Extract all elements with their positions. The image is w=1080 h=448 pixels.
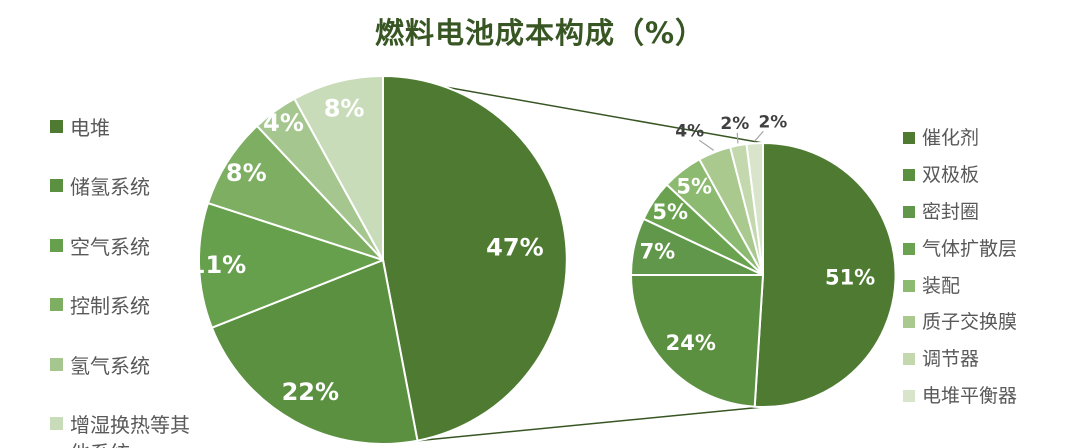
- leader-line: [698, 139, 715, 151]
- pie-slice-label: 47%: [486, 234, 543, 262]
- pie-slice-label: 5%: [652, 200, 688, 224]
- legend-marker: [903, 205, 915, 218]
- legend-marker: [903, 353, 915, 366]
- pie-slice-label: 8%: [324, 95, 365, 123]
- pie-slice-label: 5%: [676, 174, 712, 198]
- legend-label: 电堆: [70, 116, 110, 140]
- pie-slice-label: 2%: [758, 112, 787, 132]
- legend-left: 电堆储氢系统空气系统控制系统氢气系统增湿换热等其他系统: [50, 114, 210, 448]
- legend-item-调节器: 调节器: [903, 349, 1078, 370]
- legend-label: 密封圈: [922, 200, 980, 223]
- legend-item-空气系统: 空气系统: [50, 233, 210, 261]
- pie-slice-label: 51%: [825, 266, 875, 290]
- legend-label: 储氢系统: [70, 175, 150, 200]
- legend-item-密封圈: 密封圈: [903, 200, 1078, 223]
- leader-line: [736, 132, 739, 144]
- legend-item-电堆: 电堆: [50, 114, 210, 142]
- legend-item-催化剂: 催化剂: [903, 128, 1078, 149]
- legend-marker: [50, 120, 63, 133]
- leader-line: [754, 130, 764, 142]
- pie-slice-增湿换热等其他系统: [293, 75, 384, 261]
- legend-marker: [50, 179, 63, 193]
- legend-item-电堆平衡器: 电堆平衡器: [903, 386, 1078, 407]
- legend-label: 电堆平衡器: [922, 385, 1018, 408]
- pie-slice-label: 11%: [189, 251, 246, 279]
- legend-label: 增湿换热等其他系统: [70, 412, 190, 448]
- pie-slice-label: 7%: [640, 239, 676, 263]
- pie-slice-控制系统: [207, 124, 384, 261]
- pie-slice-储氢系统: [210, 259, 419, 445]
- legend-item-储氢系统: 储氢系统: [50, 173, 210, 201]
- pie-slice-label: 4%: [675, 121, 704, 141]
- legend-item-气体扩散层: 气体扩散层: [903, 237, 1078, 260]
- legend-right: 催化剂双极板密封圈气体扩散层装配质子交换膜调节器电堆平衡器: [903, 128, 1078, 423]
- legend-marker: [50, 298, 63, 312]
- legend-label: 双极板: [922, 163, 980, 186]
- pie-slice-电堆: [382, 75, 568, 442]
- legend-marker: [903, 316, 915, 329]
- legend-marker: [50, 238, 63, 252]
- pie-slice-催化剂: [753, 141, 897, 408]
- pie-slice-电堆平衡器: [745, 141, 764, 276]
- legend-marker: [903, 279, 915, 292]
- pie-slice-label: 4%: [263, 109, 304, 137]
- legend-label: 控制系统: [70, 294, 150, 319]
- legend-item-增湿换热等其他系统: 增湿换热等其他系统: [50, 411, 210, 448]
- chart-title: 燃料电池成本构成（%）: [374, 16, 706, 50]
- legend-label: 催化剂: [922, 127, 980, 149]
- pie-slice-双极板: [630, 274, 764, 408]
- legend-label: 氢气系统: [70, 353, 150, 378]
- legend-label: 调节器: [922, 348, 980, 371]
- legend-item-双极板: 双极板: [903, 163, 1078, 186]
- legend-marker: [903, 390, 915, 403]
- pie-slice-label: 22%: [282, 378, 339, 406]
- legend-item-控制系统: 控制系统: [50, 292, 210, 320]
- legend-marker: [50, 416, 63, 430]
- legend-label: 空气系统: [70, 234, 150, 259]
- legend-marker: [903, 168, 915, 181]
- legend-marker: [50, 357, 63, 371]
- legend-label: 气体扩散层: [922, 237, 1018, 260]
- legend-marker: [903, 242, 915, 255]
- pie-slice-label: 8%: [226, 159, 267, 187]
- secondary-pie: 51% 24% 7% 5%5% 4% 2% 2%: [630, 112, 897, 408]
- pie-slice-label: 24%: [666, 331, 716, 355]
- connector-line-bottom: [417, 406, 764, 442]
- legend-item-质子交换膜: 质子交换膜: [903, 312, 1078, 333]
- pie-slice-空气系统: [198, 202, 384, 329]
- main-pie: 47% 22% 11% 8% 4% 8%: [189, 75, 568, 445]
- legend-label: 装配: [922, 274, 961, 297]
- legend-item-氢气系统: 氢气系统: [50, 352, 210, 380]
- legend-item-装配: 装配: [903, 274, 1078, 297]
- pie-slice-label: 2%: [720, 114, 749, 134]
- legend-label: 质子交换膜: [922, 311, 1018, 334]
- legend-marker: [903, 132, 915, 144]
